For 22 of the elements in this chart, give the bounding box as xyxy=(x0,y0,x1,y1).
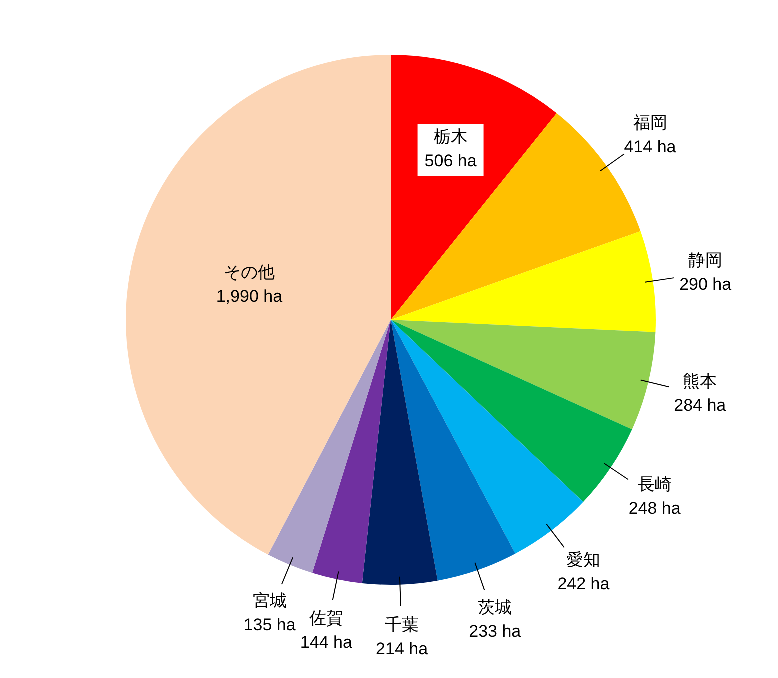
data-label: 144 ha xyxy=(300,633,353,652)
slice-label: 千葉 xyxy=(385,615,420,634)
slice-label: 佐賀 xyxy=(309,609,344,628)
data-label: 233 ha xyxy=(469,622,522,642)
slice-label: 静岡 xyxy=(688,251,723,270)
data-label: 284 ha xyxy=(674,396,727,416)
data-label: 135 ha xyxy=(244,616,296,635)
data-label: 242 ha xyxy=(558,574,610,594)
slice-label: その他 xyxy=(224,262,275,282)
data-label: 1,990 ha xyxy=(216,286,284,306)
slice-label: 宮城 xyxy=(252,592,287,611)
data-label: 414 ha xyxy=(624,138,677,157)
data-label: 506 ha xyxy=(424,152,478,171)
slice-label: 熊本 xyxy=(683,372,718,392)
slice-label: 長崎 xyxy=(638,475,672,494)
slice-label: 福岡 xyxy=(633,114,668,133)
data-label: 214 ha xyxy=(376,639,429,658)
data-label: 290 ha xyxy=(680,275,732,294)
slice-label: 愛知 xyxy=(566,550,601,570)
slice-label: 茨城 xyxy=(478,598,512,618)
data-label: 248 ha xyxy=(628,499,682,518)
slice-label: 栃木 xyxy=(434,128,468,147)
